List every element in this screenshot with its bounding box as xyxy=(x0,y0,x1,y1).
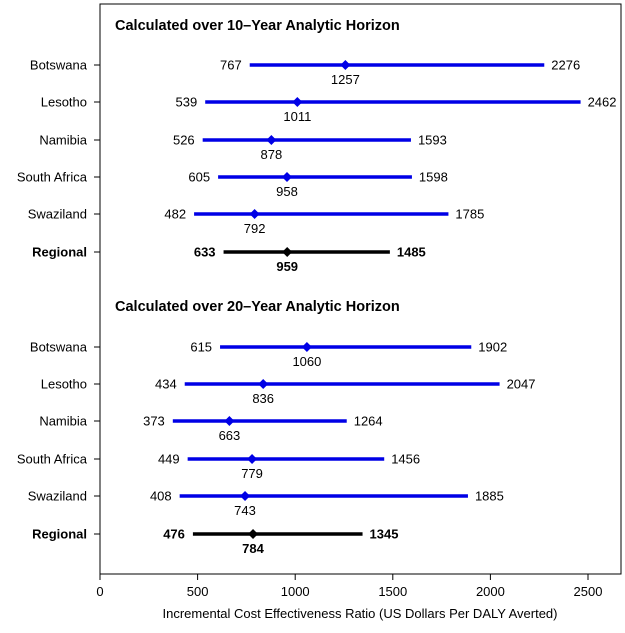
point-value-label: 836 xyxy=(252,391,274,406)
low-value-label: 767 xyxy=(220,58,242,73)
panel-1: Calculated over 10–Year Analytic Horizon… xyxy=(17,18,617,274)
high-value-label: 1345 xyxy=(370,527,399,542)
row-botswana: Botswana 767 2276 1257 xyxy=(30,58,580,88)
row-swaziland: Swaziland 408 1885 743 xyxy=(28,489,504,519)
high-value-label: 2047 xyxy=(507,377,536,392)
row-lesotho: Lesotho 539 2462 1011 xyxy=(41,95,617,125)
row-label: South Africa xyxy=(17,170,88,185)
x-tick-label: 1000 xyxy=(281,584,310,599)
point-value-label: 792 xyxy=(244,221,266,236)
point-value-label: 1011 xyxy=(283,109,311,124)
point-estimate-marker xyxy=(282,172,293,182)
point-estimate-marker xyxy=(340,60,351,70)
high-value-label: 1264 xyxy=(354,414,383,429)
low-value-label: 539 xyxy=(176,95,198,110)
point-value-label: 743 xyxy=(234,503,256,518)
row-namibia: Namibia 373 1264 663 xyxy=(39,414,382,444)
low-value-label: 605 xyxy=(188,170,210,185)
panel-title: Calculated over 20–Year Analytic Horizon xyxy=(115,299,400,315)
row-label: Lesotho xyxy=(41,377,87,392)
low-value-label: 449 xyxy=(158,452,180,467)
x-tick-label: 2500 xyxy=(574,584,603,599)
row-label: Swaziland xyxy=(28,207,87,222)
row-label: Regional xyxy=(32,527,87,542)
row-label: Botswana xyxy=(30,58,88,73)
row-lesotho: Lesotho 434 2047 836 xyxy=(41,377,536,407)
point-estimate-marker xyxy=(224,416,235,426)
x-tick-label: 500 xyxy=(187,584,209,599)
x-tick-label: 0 xyxy=(96,584,103,599)
point-value-label: 958 xyxy=(276,184,298,199)
high-value-label: 2276 xyxy=(551,58,580,73)
row-label: Regional xyxy=(32,245,87,260)
low-value-label: 633 xyxy=(194,245,216,260)
high-value-label: 1598 xyxy=(419,170,448,185)
high-value-label: 1885 xyxy=(475,489,504,504)
point-value-label: 779 xyxy=(241,466,263,481)
row-label: Lesotho xyxy=(41,95,87,110)
row-botswana: Botswana 615 1902 1060 xyxy=(30,340,507,370)
low-value-label: 373 xyxy=(143,414,165,429)
row-swaziland: Swaziland 482 1785 792 xyxy=(28,207,485,237)
panel-title: Calculated over 10–Year Analytic Horizon xyxy=(115,18,400,34)
point-estimate-marker xyxy=(301,342,312,352)
row-label: Namibia xyxy=(39,133,87,148)
point-estimate-marker xyxy=(249,209,260,219)
row-label: Botswana xyxy=(30,340,88,355)
point-estimate-marker xyxy=(292,97,303,107)
point-value-label: 1257 xyxy=(331,72,360,87)
row-label: South Africa xyxy=(17,452,88,467)
x-tick-label: 1500 xyxy=(378,584,407,599)
point-estimate-marker xyxy=(258,379,269,389)
row-regional: Regional 476 1345 784 xyxy=(32,527,398,557)
low-value-label: 482 xyxy=(164,207,186,222)
high-value-label: 1456 xyxy=(391,452,420,467)
row-label: Swaziland xyxy=(28,489,87,504)
low-value-label: 526 xyxy=(173,133,195,148)
low-value-label: 434 xyxy=(155,377,177,392)
low-value-label: 408 xyxy=(150,489,172,504)
point-estimate-marker xyxy=(266,135,277,145)
point-estimate-marker xyxy=(240,491,251,501)
point-value-label: 663 xyxy=(219,428,241,443)
point-value-label: 1060 xyxy=(292,354,321,369)
x-tick-label: 2000 xyxy=(476,584,505,599)
high-value-label: 2462 xyxy=(588,95,617,110)
point-value-label: 784 xyxy=(242,541,264,556)
high-value-label: 1785 xyxy=(455,207,484,222)
row-label: Namibia xyxy=(39,414,87,429)
point-estimate-marker xyxy=(247,454,258,464)
high-value-label: 1902 xyxy=(478,340,507,355)
low-value-label: 476 xyxy=(163,527,185,542)
high-value-label: 1485 xyxy=(397,245,426,260)
row-regional: Regional 633 1485 959 xyxy=(32,245,426,275)
high-value-label: 1593 xyxy=(418,133,447,148)
point-estimate-marker xyxy=(248,529,259,539)
x-axis-label: Incremental Cost Effectiveness Ratio (US… xyxy=(163,606,558,621)
point-estimate-marker xyxy=(282,247,293,257)
low-value-label: 615 xyxy=(190,340,212,355)
panel-2: Calculated over 20–Year Analytic Horizon… xyxy=(17,299,536,556)
row-namibia: Namibia 526 1593 878 xyxy=(39,133,447,163)
row-south-africa: South Africa 449 1456 779 xyxy=(17,452,420,482)
point-value-label: 878 xyxy=(261,147,283,162)
plot-frame xyxy=(99,3,622,575)
point-value-label: 959 xyxy=(276,259,298,274)
row-south-africa: South Africa 605 1598 958 xyxy=(17,170,448,200)
